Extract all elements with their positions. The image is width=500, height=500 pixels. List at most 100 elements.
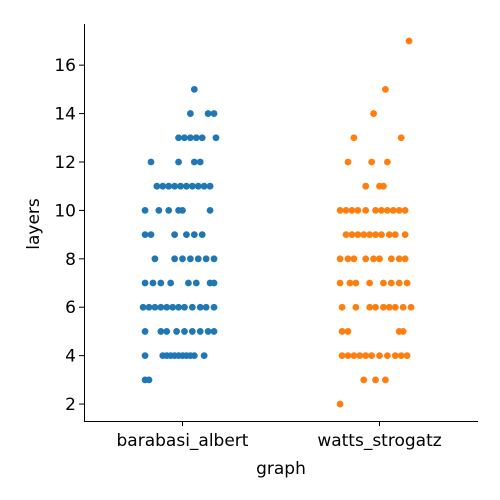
data-point-barabasi-albert	[165, 182, 173, 190]
data-point-watts-strogatz	[372, 303, 379, 311]
x-axis-label: graph	[256, 459, 306, 479]
data-point-barabasi-albert	[149, 279, 157, 287]
data-point-watts-strogatz	[368, 158, 376, 166]
data-point-watts-strogatz	[346, 279, 354, 287]
data-point-watts-strogatz	[336, 279, 344, 287]
data-point-barabasi-albert	[153, 182, 161, 190]
data-point-watts-strogatz	[354, 231, 362, 239]
data-point-barabasi-albert	[190, 352, 198, 360]
data-point-barabasi-albert	[157, 328, 165, 335]
data-point-barabasi-albert	[185, 279, 192, 287]
data-point-barabasi-albert	[192, 279, 200, 287]
data-point-watts-strogatz	[336, 400, 344, 408]
data-point-watts-strogatz	[344, 158, 352, 166]
data-point-watts-strogatz	[407, 303, 415, 311]
data-point-watts-strogatz	[401, 207, 409, 214]
data-point-watts-strogatz	[336, 255, 344, 263]
data-point-barabasi-albert	[171, 231, 179, 239]
data-point-barabasi-albert	[157, 303, 165, 311]
data-point-watts-strogatz	[344, 255, 352, 263]
y-tick-label: 16	[54, 56, 76, 76]
data-point-barabasi-albert	[181, 303, 188, 311]
data-point-barabasi-albert	[186, 110, 194, 117]
data-point-watts-strogatz	[338, 328, 346, 335]
data-point-barabasi-albert	[196, 158, 204, 166]
data-point-barabasi-albert	[175, 158, 182, 166]
data-point-barabasi-albert	[210, 110, 218, 117]
data-point-watts-strogatz	[376, 352, 383, 360]
data-point-barabasi-albert	[175, 303, 182, 311]
data-point-watts-strogatz	[360, 376, 368, 384]
data-point-watts-strogatz	[383, 207, 391, 214]
data-point-barabasi-albert	[139, 303, 147, 311]
data-point-watts-strogatz	[395, 279, 403, 287]
data-point-watts-strogatz	[352, 303, 360, 311]
data-point-barabasi-albert	[194, 255, 202, 263]
data-point-watts-strogatz	[382, 376, 389, 384]
data-point-barabasi-albert	[173, 328, 180, 335]
data-point-watts-strogatz	[391, 303, 399, 311]
data-point-barabasi-albert	[145, 376, 153, 384]
data-point-barabasi-albert	[183, 182, 190, 190]
data-point-watts-strogatz	[342, 231, 350, 239]
data-point-barabasi-albert	[165, 207, 173, 214]
data-point-watts-strogatz	[370, 110, 377, 117]
points-layer	[139, 37, 415, 408]
data-point-watts-strogatz	[383, 352, 391, 360]
data-point-barabasi-albert	[157, 279, 165, 287]
data-point-barabasi-albert	[186, 255, 194, 263]
y-tick-label: 4	[65, 347, 76, 367]
data-point-watts-strogatz	[350, 352, 358, 360]
y-tick-label: 8	[65, 250, 76, 270]
data-point-barabasi-albert	[151, 303, 159, 311]
data-point-watts-strogatz	[366, 279, 374, 287]
data-point-watts-strogatz	[380, 182, 387, 190]
data-point-barabasi-albert	[202, 255, 210, 263]
data-point-watts-strogatz	[344, 328, 352, 335]
y-tick-label: 2	[65, 395, 76, 415]
data-point-barabasi-albert	[206, 182, 214, 190]
data-point-barabasi-albert	[179, 207, 186, 214]
data-point-watts-strogatz	[362, 182, 370, 190]
data-point-watts-strogatz	[385, 231, 393, 239]
data-point-watts-strogatz	[368, 352, 376, 360]
data-point-barabasi-albert	[210, 328, 218, 335]
y-tick-label: 12	[54, 153, 76, 173]
data-point-watts-strogatz	[372, 231, 379, 239]
data-point-barabasi-albert	[188, 303, 196, 311]
data-point-watts-strogatz	[387, 255, 395, 263]
data-point-watts-strogatz	[362, 352, 370, 360]
data-point-barabasi-albert	[159, 182, 167, 190]
data-point-watts-strogatz	[348, 207, 356, 214]
data-point-barabasi-albert	[141, 207, 149, 214]
data-point-barabasi-albert	[155, 207, 163, 214]
data-point-barabasi-albert	[141, 352, 149, 360]
data-point-watts-strogatz	[354, 207, 362, 214]
data-point-barabasi-albert	[169, 303, 177, 311]
x-ticks: barabasi_albert watts_strogatz	[117, 421, 442, 451]
data-point-watts-strogatz	[387, 279, 395, 287]
data-point-barabasi-albert	[196, 328, 204, 335]
data-point-barabasi-albert	[147, 158, 155, 166]
data-point-barabasi-albert	[204, 328, 212, 335]
data-point-watts-strogatz	[378, 207, 385, 214]
data-point-watts-strogatz	[399, 328, 407, 335]
data-point-watts-strogatz	[372, 376, 379, 384]
data-point-watts-strogatz	[362, 255, 370, 263]
data-point-barabasi-albert	[181, 134, 188, 142]
data-point-barabasi-albert	[163, 303, 171, 311]
data-point-barabasi-albert	[141, 279, 149, 287]
data-point-watts-strogatz	[397, 352, 405, 360]
data-point-barabasi-albert	[171, 255, 179, 263]
data-point-watts-strogatz	[382, 85, 389, 93]
data-point-watts-strogatz	[401, 255, 409, 263]
data-point-barabasi-albert	[167, 279, 175, 287]
data-point-watts-strogatz	[350, 255, 358, 263]
data-point-barabasi-albert	[192, 134, 200, 142]
x-tick-label: barabasi_albert	[117, 431, 249, 451]
data-point-watts-strogatz	[372, 207, 379, 214]
data-point-barabasi-albert	[190, 231, 198, 239]
data-point-watts-strogatz	[350, 134, 358, 142]
data-point-barabasi-albert	[188, 328, 196, 335]
data-point-barabasi-albert	[198, 231, 206, 239]
